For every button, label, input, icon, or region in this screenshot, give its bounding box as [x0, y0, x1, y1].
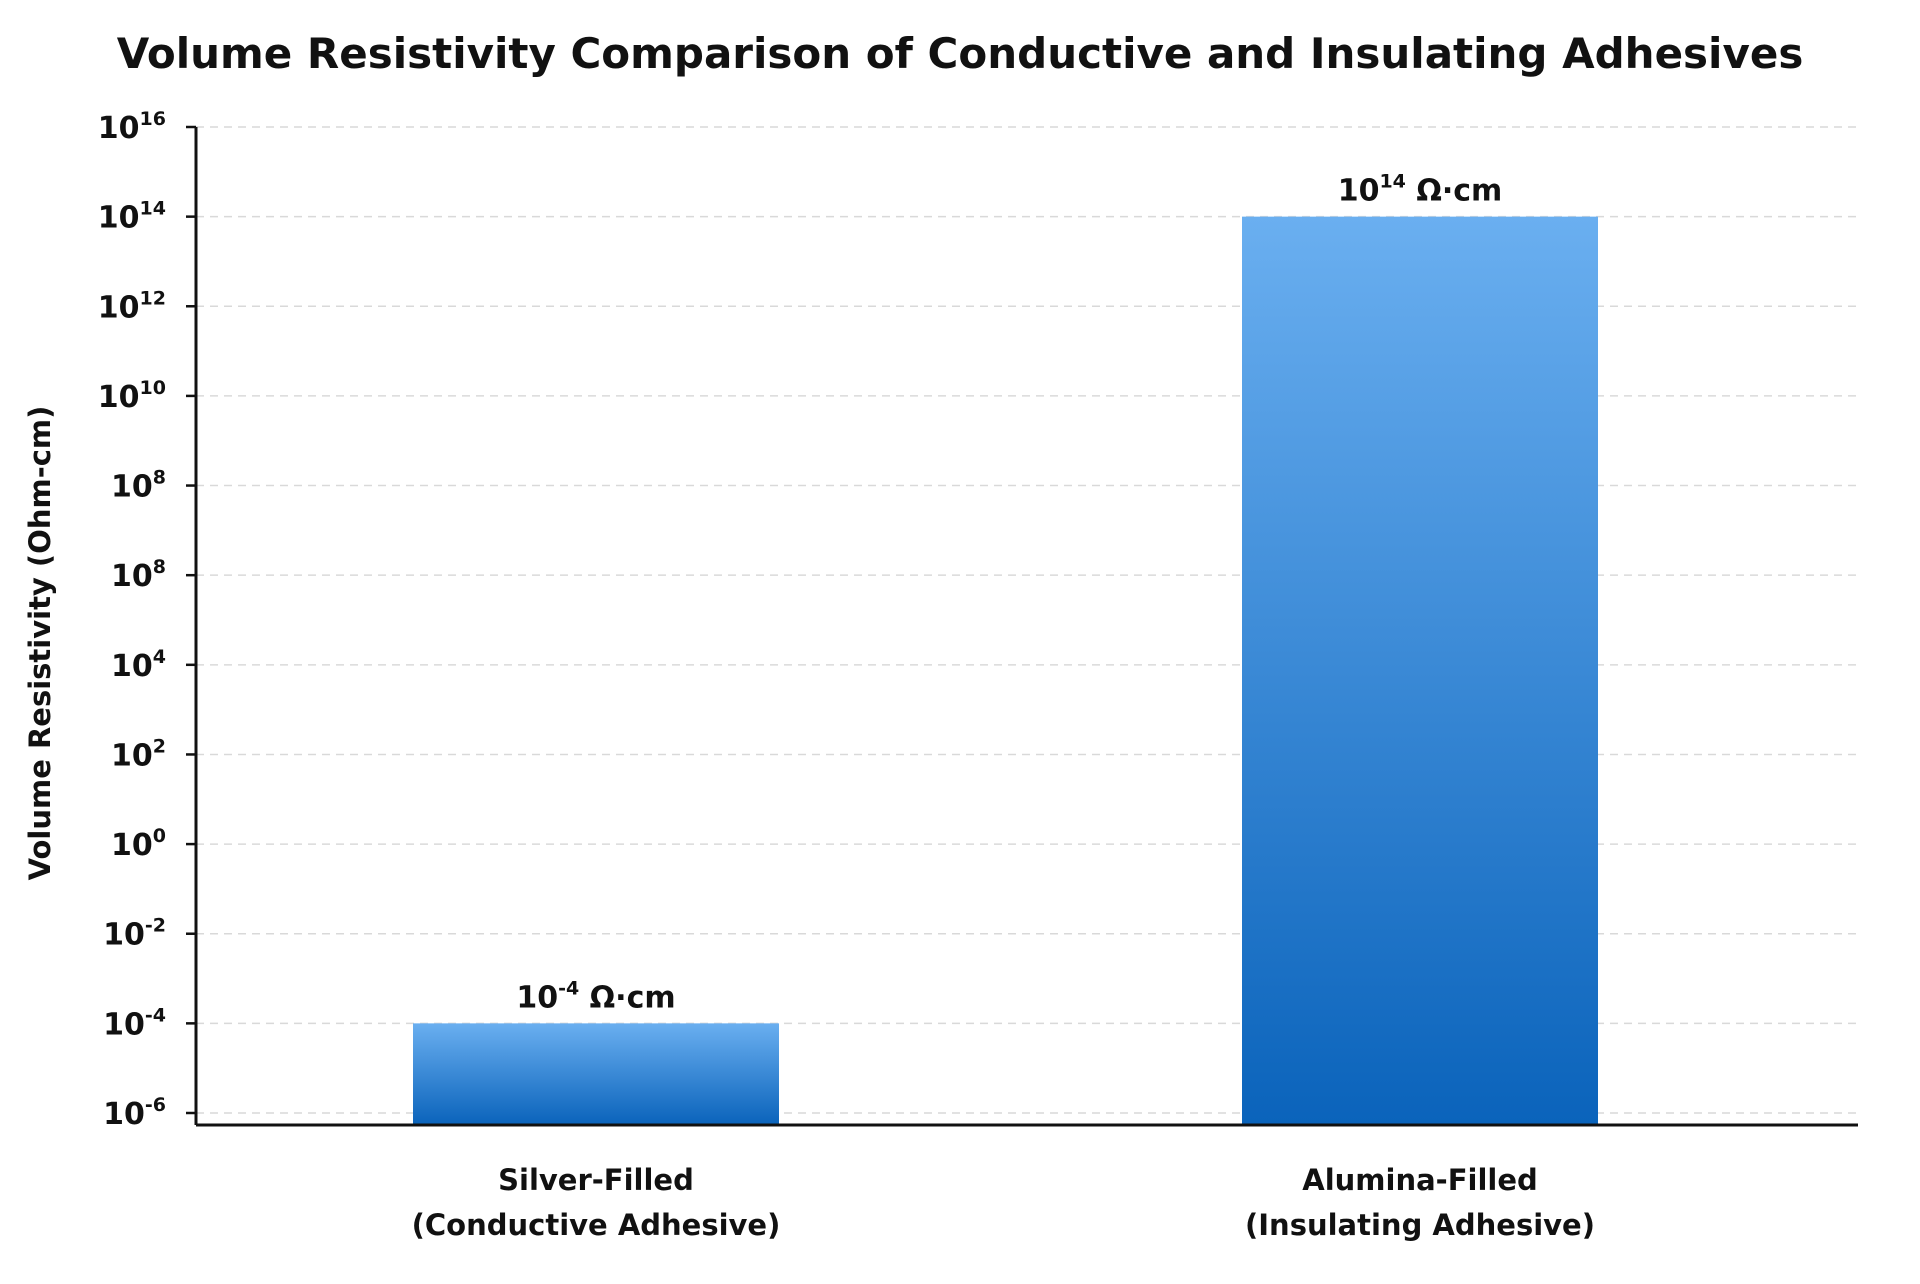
- data-labels: 10-4 Ω·cm 1014 Ω·cm: [516, 171, 1502, 1016]
- gridlines: [196, 126, 1858, 1114]
- axes: [194, 127, 1858, 1127]
- y-tick-label: 10-2: [103, 915, 166, 953]
- y-tick-label: 10-6: [103, 1094, 166, 1132]
- y-tick-label: 100: [111, 825, 166, 863]
- data-label: 10-4 Ω·cm: [516, 977, 675, 1015]
- y-tick-label: 108: [111, 467, 166, 505]
- category-labels: Silver-Filled (Conductive Adhesive) Alumin…: [412, 1163, 1595, 1242]
- y-tick-label: 1014: [98, 198, 166, 236]
- y-tick-label: 1012: [98, 287, 166, 325]
- y-tick-label: 104: [111, 646, 166, 684]
- y-ticks: 1016 1014 1012 1010 108 108 104 102 100 10-2 10-4 1…: [98, 108, 196, 1132]
- y-tick-label: 10-4: [103, 1004, 166, 1042]
- category-label: (Insulating Adhesive): [1245, 1208, 1595, 1242]
- y-tick-label: 1016: [98, 108, 166, 146]
- y-tick-label: 108: [111, 556, 166, 594]
- category-label: Silver-Filled: [498, 1163, 694, 1197]
- chart-title: Volume Resistivity Comparison of Conduct…: [117, 29, 1804, 78]
- y-tick-label: 102: [111, 735, 166, 773]
- y-axis-label: Volume Resistivity (Ohm-cm): [23, 406, 57, 881]
- category-label: (Conductive Adhesive): [412, 1208, 781, 1242]
- category-label: Alumina-Filled: [1302, 1163, 1538, 1197]
- y-tick-label: 1010: [98, 377, 166, 415]
- data-label: 1014 Ω·cm: [1338, 171, 1503, 209]
- bars: [413, 216, 1598, 1126]
- bar: [1242, 216, 1598, 1126]
- bar: [413, 1023, 779, 1125]
